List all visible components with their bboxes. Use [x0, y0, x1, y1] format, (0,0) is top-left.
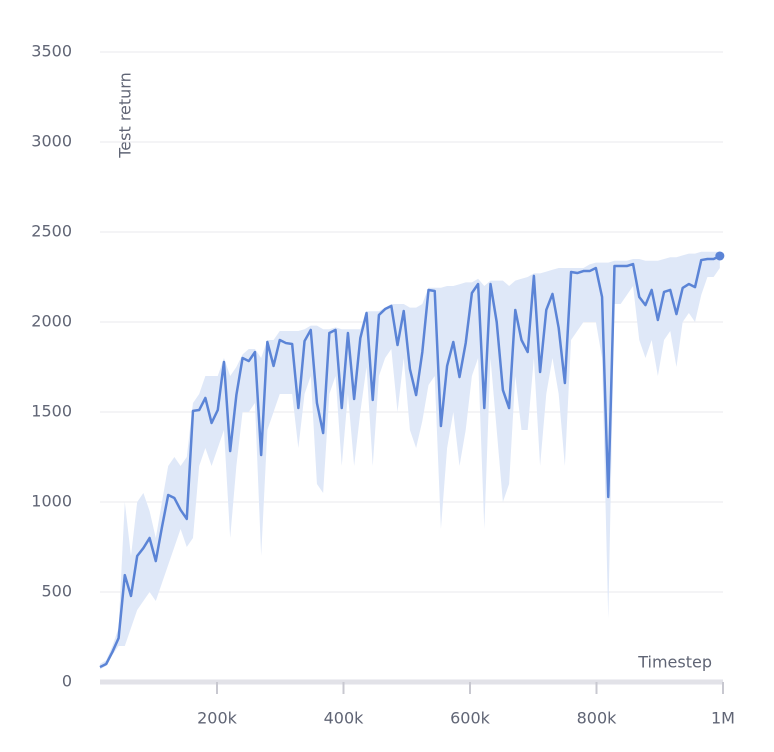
x-tick-label: 800k	[577, 709, 618, 728]
end-point	[715, 251, 725, 261]
y-tick-label: 3500	[31, 42, 72, 61]
y-tick-label: 2500	[31, 222, 72, 241]
band	[100, 251, 720, 670]
y-axis-title: Test return	[116, 72, 135, 159]
x-tick-label: 600k	[450, 709, 491, 728]
y-tick-label: 3000	[31, 132, 72, 151]
y-tick-label: 500	[41, 582, 72, 601]
line	[99, 254, 721, 669]
x-axis-title: Timestep	[637, 653, 712, 672]
y-tick-label: 0	[62, 672, 72, 691]
y-tick-label: 1000	[31, 492, 72, 511]
x-tick-label: 200k	[197, 709, 238, 728]
y-tick-label: 1500	[31, 402, 72, 421]
x-tick-label: 1M	[711, 709, 735, 728]
y-tick-label: 2000	[31, 312, 72, 331]
x-tick-label: 400k	[324, 709, 365, 728]
